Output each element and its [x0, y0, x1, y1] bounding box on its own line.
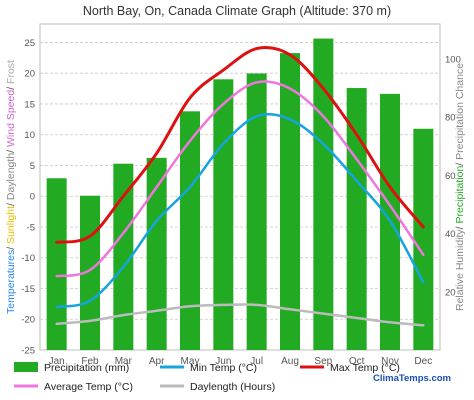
month-tick-label: Nov — [381, 356, 399, 367]
right-axis-ticks: 20 40 60 80 100 — [445, 54, 461, 298]
left-tick-label: 5 — [30, 161, 35, 172]
axis-title-part: Relative Humidity — [454, 229, 466, 311]
axis-title-part: Frost — [5, 60, 17, 84]
axis-title-part: Precipitation — [454, 166, 466, 224]
right-tick-label: 20 — [445, 287, 456, 298]
axis-title-part: / — [5, 84, 17, 90]
right-tick-label: 80 — [445, 113, 456, 124]
month-tick-label: Apr — [149, 356, 165, 367]
right-tick-label: 40 — [445, 229, 456, 240]
left-tick-label: -15 — [21, 284, 35, 295]
month-tick-label: Oct — [349, 356, 365, 367]
month-tick-label: Jan — [49, 356, 65, 367]
axis-title-part: Wind Speed — [5, 90, 17, 147]
month-tick-label: Feb — [81, 356, 99, 367]
precipitation-bar — [80, 195, 100, 350]
axis-title-part: Daylength — [5, 153, 17, 200]
chart-legend: Precipitation (mm) Min Temp (°C) Max Temp … — [14, 362, 400, 393]
legend-swatch — [14, 362, 38, 372]
precipitation-bar — [213, 79, 234, 350]
axis-title-part: Temperatures — [5, 250, 17, 314]
precipitation-bar — [413, 128, 434, 350]
axis-title-part: / — [5, 147, 17, 153]
month-tick-label: Dec — [414, 356, 432, 367]
axis-title-part: Sunlight — [5, 206, 17, 244]
left-tick-label: 25 — [24, 38, 35, 49]
axis-title-part: Precipitation Chance — [454, 63, 466, 160]
left-tick-label: -5 — [27, 222, 35, 233]
left-tick-label: -20 — [21, 315, 35, 326]
legend-label: Precipitation (mm) — [44, 362, 129, 374]
axis-title-part: / — [454, 223, 466, 229]
plot-area — [39, 23, 441, 351]
left-tick-label: 20 — [24, 69, 35, 80]
month-axis-ticks: Jan Feb Mar Apr May Jun Jul Aug Sep Oct Nov Dec — [49, 356, 433, 367]
month-tick-label: Sep — [314, 356, 332, 367]
series-lines — [55, 46, 425, 327]
precipitation-bar — [246, 73, 267, 350]
legend-label: Min Temp (°C) — [190, 362, 257, 374]
left-tick-label: -10 — [21, 253, 35, 264]
precipitation-bars — [46, 38, 434, 351]
right-axis-title: Relative Humidity/ Precipitation/ Precip… — [454, 63, 466, 311]
month-tick-label: Jun — [215, 356, 231, 367]
left-tick-label: 10 — [24, 130, 35, 141]
month-tick-label: Aug — [281, 356, 299, 367]
precipitation-bar — [346, 88, 367, 351]
precipitation-bar — [280, 53, 300, 350]
right-tick-label: 60 — [445, 171, 456, 182]
legend-label: Average Temp (°C) — [44, 381, 133, 393]
month-tick-label: Mar — [115, 356, 133, 367]
legend-label: Max Temp (°C) — [330, 362, 400, 374]
chart-title: North Bay, On, Canada Climate Graph (Alt… — [83, 4, 391, 18]
axis-title-part: / — [5, 244, 17, 250]
left-tick-label: 0 — [30, 192, 35, 203]
legend-label: Daylength (Hours) — [190, 381, 275, 393]
precipitation-bar — [313, 38, 334, 351]
left-axis-ticks: -25 -20 -15 -10 -5 0 5 10 15 20 25 — [21, 38, 35, 357]
precipitation-bar — [113, 163, 134, 350]
max-temp-line — [55, 46, 425, 244]
left-tick-label: -25 — [21, 346, 35, 357]
average-temp-line — [55, 80, 425, 278]
min-temp-line — [55, 112, 425, 309]
axis-title-part: / — [454, 160, 466, 166]
precipitation-bar — [146, 157, 167, 350]
brand-label: ClimaTemps.com — [373, 373, 451, 384]
precipitation-bar — [180, 111, 200, 350]
axis-title-part: / — [5, 200, 17, 206]
left-axis-title: Temperatures/ Sunlight/ Daylength/ Wind … — [5, 60, 17, 314]
month-tick-label: Jul — [250, 356, 263, 367]
daylength-line — [55, 303, 425, 327]
month-tick-label: May — [181, 356, 200, 367]
right-tick-label: 100 — [445, 54, 461, 65]
left-tick-label: 15 — [24, 99, 35, 110]
